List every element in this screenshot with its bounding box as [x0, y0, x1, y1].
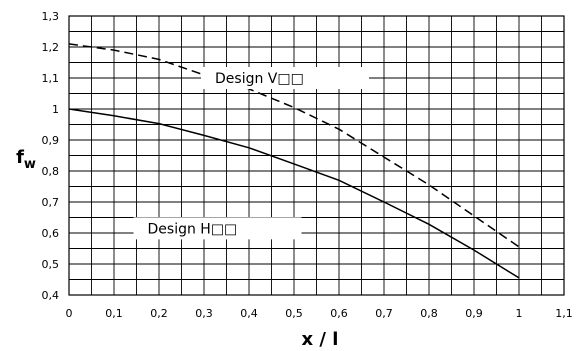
series-label: Design H□□ [148, 221, 238, 237]
y-tick-label: 0,5 [42, 258, 60, 271]
grid [68, 15, 565, 296]
y-tick-label: 0,7 [42, 196, 60, 209]
series-label-bg [201, 67, 369, 89]
x-axis-title: x / l [302, 329, 339, 350]
y-axis-title-main: f [16, 147, 24, 168]
series-label-bg [133, 217, 302, 240]
y-axis-title-subscript: w [24, 157, 36, 172]
y-tick-label: 0,8 [42, 165, 60, 178]
x-tick-label: 0,1 [105, 307, 123, 320]
series-labels: Design V□□ Design H□□ [133, 67, 369, 240]
series-label: Design V□□ [215, 71, 304, 87]
series-line-design-v [68, 43, 520, 248]
x-tick-label: 0,8 [420, 307, 438, 320]
y-tick-label: 0,4 [42, 289, 60, 302]
y-tick-label: 1,1 [42, 72, 60, 85]
x-tick-label: 0,6 [330, 307, 348, 320]
x-tick-label: 0,7 [375, 307, 393, 320]
x-tick-label: 0,2 [150, 307, 168, 320]
x-tick-label: 0,9 [465, 307, 483, 320]
x-tick-label: 0,5 [285, 307, 303, 320]
x-tick-label: 0 [66, 307, 73, 320]
y-tick-label: 0,9 [42, 134, 60, 147]
x-tick-label: 1 [516, 307, 523, 320]
series-layer [68, 43, 520, 279]
y-tick-label: 0,6 [42, 227, 60, 240]
y-tick-label: 1,3 [42, 10, 60, 23]
x-tick-label: 1,1 [555, 307, 573, 320]
tick-labels: 0 0,1 0,2 0,3 0,4 0,5 0,6 0,7 0,8 0,9 1 1,1 0,4 0,5 0,… [42, 10, 573, 320]
y-tick-label: 1,2 [42, 41, 60, 54]
y-tick-label: 1 [52, 103, 59, 116]
y-axis-title: fw [16, 147, 36, 172]
x-tick-label: 0,4 [240, 307, 258, 320]
plot-frame [68, 15, 565, 296]
series-line-design-h [68, 108, 520, 279]
x-tick-label: 0,3 [195, 307, 213, 320]
